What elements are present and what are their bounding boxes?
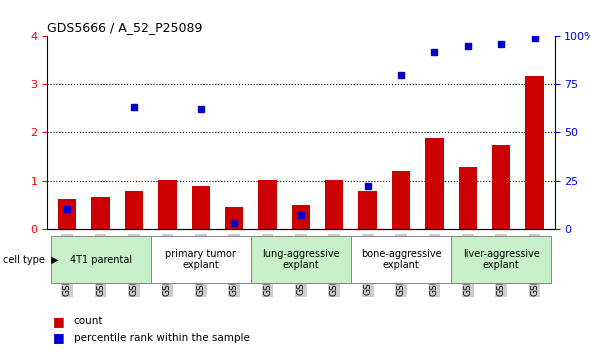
Bar [291, 205, 310, 229]
Bar [325, 180, 343, 229]
Bar [91, 197, 110, 229]
Bar [251, 236, 351, 283]
Text: primary tumor
explant: primary tumor explant [165, 249, 236, 270]
Bar [58, 199, 77, 229]
Bar [258, 180, 277, 229]
Bar [525, 76, 544, 229]
Bar [492, 144, 510, 229]
Bar [125, 191, 143, 229]
Text: percentile rank within the sample: percentile rank within the sample [74, 333, 250, 343]
Bar [192, 186, 210, 229]
Text: liver-aggressive
explant: liver-aggressive explant [463, 249, 540, 270]
Bar [425, 138, 444, 229]
Text: GDS5666 / A_52_P25089: GDS5666 / A_52_P25089 [47, 21, 202, 34]
Text: cell type  ▶: cell type ▶ [3, 254, 58, 265]
Bar [51, 236, 150, 283]
Text: 4T1 parental: 4T1 parental [70, 254, 132, 265]
Bar [225, 207, 243, 229]
Text: ■: ■ [53, 331, 65, 344]
Text: count: count [74, 316, 103, 326]
Bar [150, 236, 251, 283]
Text: bone-aggressive
explant: bone-aggressive explant [360, 249, 441, 270]
Bar [392, 171, 410, 229]
Text: lung-aggressive
explant: lung-aggressive explant [262, 249, 340, 270]
Bar [351, 236, 451, 283]
Bar [158, 180, 176, 229]
Text: ■: ■ [53, 315, 65, 328]
Bar [458, 167, 477, 229]
Bar [359, 191, 377, 229]
Bar [451, 236, 551, 283]
